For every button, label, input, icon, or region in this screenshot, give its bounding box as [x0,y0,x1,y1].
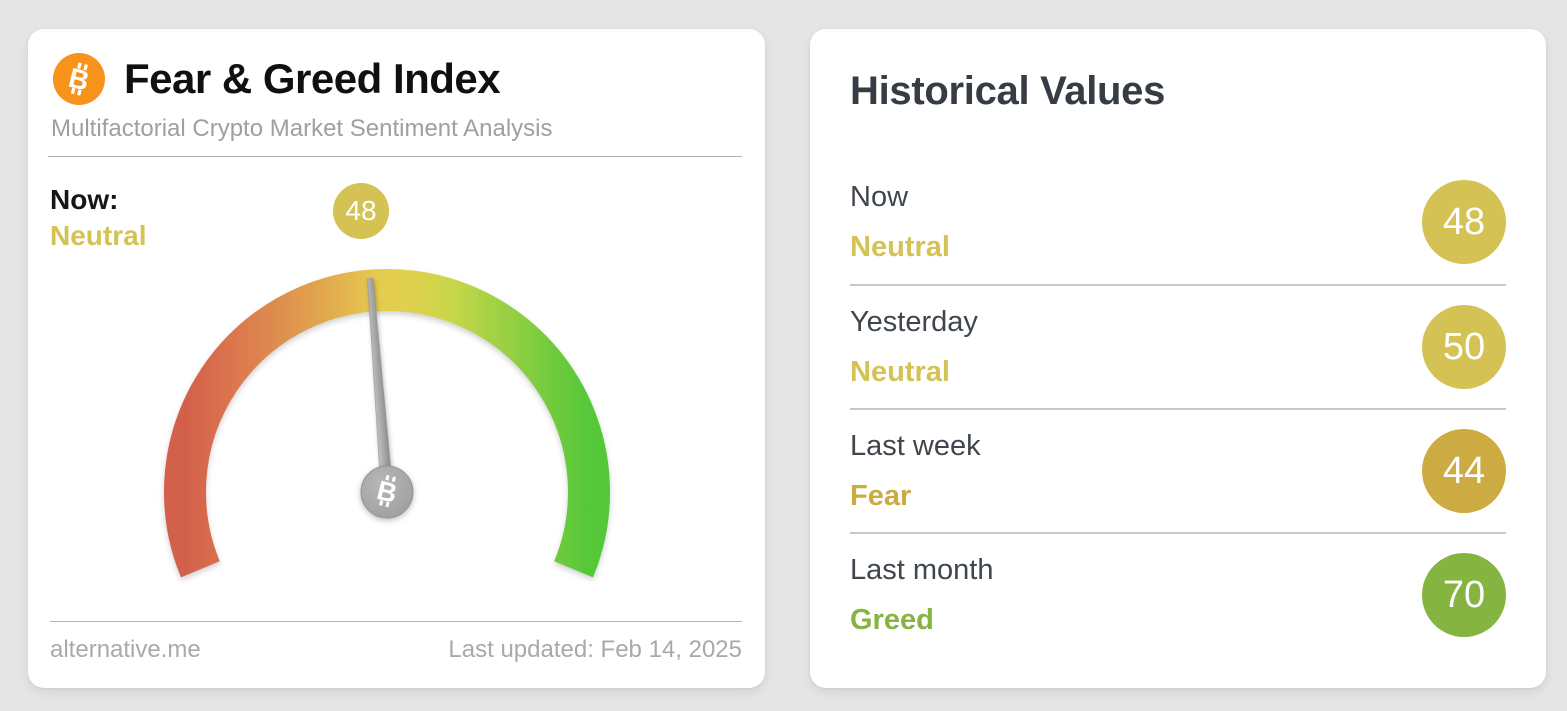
subtitle: Multifactorial Crypto Market Sentiment A… [51,115,553,142]
historical-values-card: Historical Values Now Neutral 48 Yesterd… [810,29,1546,688]
value-badge: 50 [1422,305,1506,389]
classification-label: Neutral [850,356,950,388]
fear-greed-card: B Fear & Greed Index Multifactorial Cryp… [28,29,765,688]
classification-label: Greed [850,604,934,636]
period-label: Yesterday [850,306,978,338]
bitcoin-icon: B [53,53,105,105]
card-footer: alternative.me Last updated: Feb 14, 202… [50,621,742,664]
historical-row-yesterday: Yesterday Neutral 50 [850,284,1506,408]
fear-greed-gauge: B [164,269,610,578]
period-label: Last month [850,554,994,586]
value-badge: 70 [1422,553,1506,637]
gauge-hub-bitcoin-icon: B [360,465,414,519]
fear-greed-header: B Fear & Greed Index [28,29,765,105]
gauge-value-badge: 48 [333,183,389,239]
header-divider [48,156,742,157]
historical-row-last-month: Last month Greed 70 [850,532,1506,656]
gauge-arc [164,269,610,578]
historical-row-last-week: Last week Fear 44 [850,408,1506,532]
historical-values-title: Historical Values [850,69,1166,113]
value-badge: 44 [1422,429,1506,513]
historical-rows: Now Neutral 48 Yesterday Neutral 50 Last… [850,160,1506,656]
page-title: Fear & Greed Index [124,55,501,102]
classification-label: Neutral [850,231,950,263]
source-link[interactable]: alternative.me [50,636,201,663]
value-badge: 48 [1422,180,1506,264]
period-label: Last week [850,430,981,462]
now-label: Now: [50,184,119,215]
period-label: Now [850,181,909,213]
historical-row-now: Now Neutral 48 [850,160,1506,284]
last-updated-label: Last updated: Feb 14, 2025 [448,636,742,663]
now-classification: Neutral [50,220,147,251]
current-sentiment: Now: Neutral [50,182,146,254]
classification-label: Fear [850,480,912,512]
